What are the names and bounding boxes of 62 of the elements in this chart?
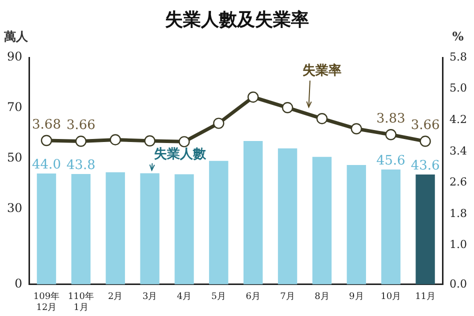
y2-tick-label: 2.6 — [450, 176, 468, 189]
data-label: 3.68 — [32, 117, 61, 132]
bar — [174, 174, 194, 284]
bar — [209, 160, 228, 284]
y2-tick-label: 1.8 — [450, 206, 468, 220]
y-tick-label: 70 — [6, 100, 22, 114]
point — [75, 136, 87, 147]
y-tick-label: 30 — [6, 200, 22, 215]
point — [385, 129, 396, 140]
y-tick-label: 0 — [14, 276, 22, 291]
point — [282, 102, 294, 114]
data-label: 3.66 — [410, 118, 440, 134]
bar — [312, 156, 332, 284]
x-tick-label: 8月 — [314, 292, 330, 302]
point — [316, 113, 328, 124]
point — [144, 135, 156, 146]
y-axis-title: 萬人 — [3, 30, 29, 44]
data-label: 3.83 — [376, 112, 406, 127]
y-tick-label: 90 — [6, 50, 22, 64]
point — [178, 136, 190, 148]
point — [420, 136, 431, 147]
bar — [381, 169, 400, 284]
bar — [71, 174, 91, 284]
chart-title: 失業人數及失業率 — [165, 9, 309, 30]
bar — [278, 148, 298, 284]
data-label: 3.66 — [66, 118, 96, 134]
x-tick-label: 109年 12月 — [33, 291, 60, 313]
y2-tick-label: 3.4 — [450, 144, 468, 158]
y2-tick-label: 4.2 — [450, 113, 468, 126]
point — [110, 134, 121, 146]
x-tick-label: 110年 1月 — [68, 291, 94, 313]
bar — [36, 174, 56, 284]
data-label: 44.0 — [32, 157, 61, 172]
point — [350, 123, 362, 134]
x-tick-label: 7月 — [280, 292, 295, 302]
y2-tick-label: 5.8 — [450, 50, 468, 64]
x-tick-label: 9月 — [349, 292, 364, 302]
x-tick-label: 3月 — [142, 292, 158, 302]
bar — [346, 164, 366, 284]
x-tick-label: 2月 — [108, 292, 123, 302]
text: 失業率 — [302, 62, 342, 78]
point — [40, 134, 52, 146]
y2-tick-label: 1.0 — [450, 238, 468, 252]
x-tick-label: 5月 — [211, 292, 226, 302]
data-label: 43.6 — [410, 158, 440, 174]
x-tick-label: 11月 — [415, 292, 436, 302]
data-label: 43.8 — [66, 158, 96, 173]
bar — [140, 173, 160, 284]
y2-axis-title: % — [452, 30, 464, 44]
x-tick-label: 6月 — [246, 292, 260, 302]
data-label: 45.6 — [376, 153, 406, 168]
point — [248, 91, 259, 103]
bar — [416, 174, 435, 284]
point — [213, 118, 224, 129]
bar — [244, 141, 263, 284]
x-tick-label: 10月 — [380, 292, 402, 302]
series-label: 失業人數 — [154, 147, 208, 162]
bar — [106, 172, 125, 284]
y-tick-label: 50 — [6, 150, 22, 165]
y2-tick-label: 0.0 — [450, 277, 468, 290]
x-tick-label: 4月 — [176, 292, 192, 302]
y2-tick-label: 5.0 — [450, 82, 468, 95]
